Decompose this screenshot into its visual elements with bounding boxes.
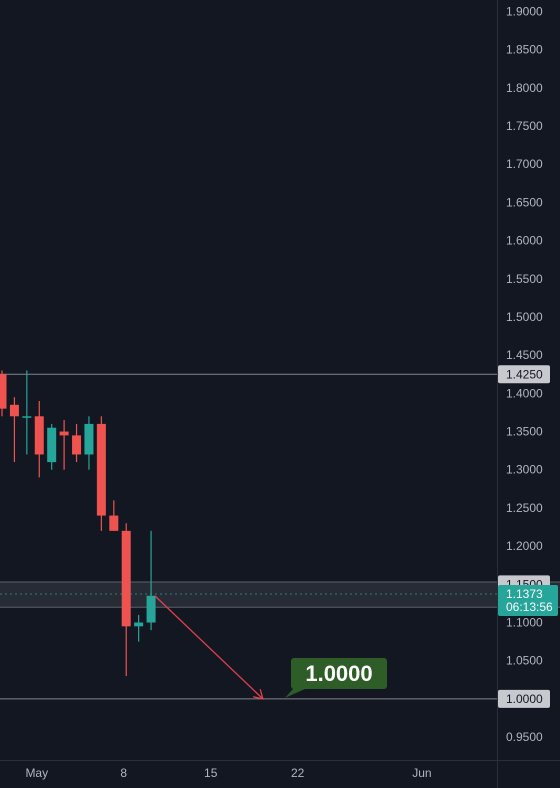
- candle-body: [72, 435, 82, 455]
- price-tick-label: 1.6000: [506, 234, 543, 248]
- candle[interactable]: [146, 530, 156, 631]
- time-tick-label: 22: [291, 766, 305, 780]
- projection-arrow-line: [154, 595, 264, 700]
- candle[interactable]: [121, 523, 131, 676]
- candle[interactable]: [0, 370, 7, 417]
- projection-arrowhead: [252, 689, 264, 700]
- price-tick-label: 1.0500: [506, 654, 543, 668]
- price-tick-label: 1.5000: [506, 310, 543, 324]
- price-tick-label: 1.2500: [506, 501, 543, 515]
- price-tick-label: 1.7000: [506, 157, 543, 171]
- price-tick-label: 1.4000: [506, 386, 543, 400]
- price-tick-label: 1.8500: [506, 43, 543, 57]
- candle-body: [84, 423, 94, 455]
- candle-body: [96, 423, 106, 516]
- candle-body: [34, 416, 44, 455]
- price-tick-label: 1.2000: [506, 539, 543, 553]
- price-tick-label: 1.7500: [506, 119, 543, 133]
- candle-body: [134, 622, 144, 627]
- current-price-text: 1.1373: [506, 587, 543, 601]
- price-tick-label: 1.3000: [506, 463, 543, 477]
- candle[interactable]: [9, 397, 19, 463]
- support-zone-layer: [0, 581, 560, 608]
- price-tick-label: 1.9000: [506, 4, 543, 18]
- price-tag-box-0: [498, 365, 550, 384]
- price-tick-label: 1.6500: [506, 195, 543, 209]
- countdown-text: 06:13:56: [506, 600, 553, 614]
- time-tick-label: 8: [120, 766, 127, 780]
- candle-body: [47, 427, 57, 463]
- candle-body: [0, 374, 7, 409]
- target-label-text: 1.0000: [305, 661, 372, 686]
- target-label-box: [291, 658, 387, 689]
- candles-layer[interactable]: [0, 370, 156, 676]
- price-tick-label: 0.9500: [506, 730, 543, 744]
- candle-body: [109, 515, 119, 531]
- price-tag-text-2: 1.0000: [506, 692, 543, 706]
- candle-body: [121, 530, 131, 627]
- projection-layer: 1.0000: [154, 595, 387, 700]
- price-tag-text-0: 1.4250: [506, 367, 543, 381]
- candle[interactable]: [109, 500, 119, 531]
- time-tick-label: Jun: [412, 766, 431, 780]
- candle-body: [9, 404, 19, 417]
- candle[interactable]: [96, 416, 106, 531]
- level-lines-layer: [0, 373, 497, 700]
- candle[interactable]: [59, 420, 69, 470]
- support-zone: [0, 582, 560, 608]
- price-tag-box-2: [498, 689, 550, 708]
- candle[interactable]: [47, 423, 57, 470]
- candle[interactable]: [84, 416, 94, 470]
- candle[interactable]: [34, 401, 44, 478]
- price-tick-label: 1.3500: [506, 425, 543, 439]
- price-tick-label: 1.4500: [506, 348, 543, 362]
- price-tick-label: 1.8000: [506, 81, 543, 95]
- candle[interactable]: [22, 370, 32, 455]
- candle-body: [146, 595, 156, 623]
- price-axis[interactable]: 1.9000 1.8500 1.8000 1.7500 1.7000 1.6500 1.60…: [506, 4, 543, 744]
- candle-body: [22, 416, 32, 418]
- time-tick-label: 15: [204, 766, 218, 780]
- time-axis[interactable]: May 8 15 22 Jun: [25, 766, 431, 780]
- price-tick-label: 1.5500: [506, 272, 543, 286]
- candle[interactable]: [134, 614, 144, 642]
- price-tick-label: 1.1000: [506, 616, 543, 630]
- target-label-pointer: [285, 689, 305, 698]
- candle-body: [59, 431, 69, 436]
- time-tick-label: May: [25, 766, 48, 780]
- candle[interactable]: [72, 423, 82, 463]
- current-price-tag-box: [498, 585, 558, 617]
